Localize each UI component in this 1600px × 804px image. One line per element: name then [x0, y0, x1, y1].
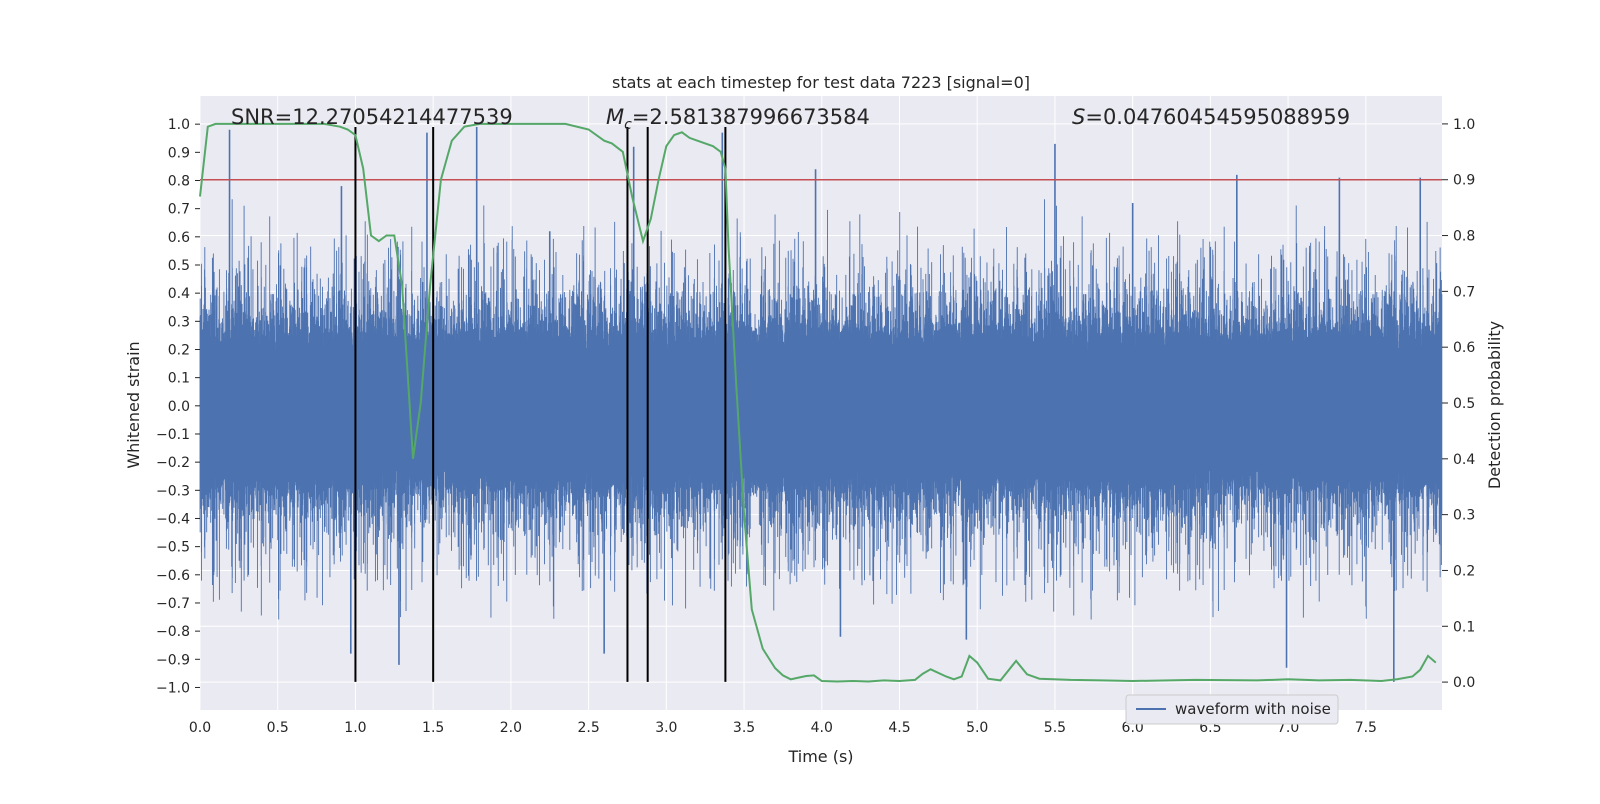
right-tick-label: 0.9 [1453, 173, 1475, 189]
s-annotation: S=0.04760454595088959 [1072, 105, 1350, 129]
left-tick-label: 0.1 [168, 371, 190, 387]
left-tick-label: −0.2 [156, 455, 190, 471]
x-tick-label: 7.5 [1355, 720, 1377, 736]
left-tick-label: −0.9 [156, 652, 190, 668]
left-tick-label: −0.7 [156, 596, 190, 612]
left-tick-label: 0.2 [168, 342, 190, 358]
x-tick-label: 1.5 [422, 720, 444, 736]
chart-svg: 1.0 0.9 0.8 0.7 0.6 0.5 0.4 0.3 0.2 0.1 0.0 −0.1 −0.… [0, 0, 1600, 800]
right-tick-label: 0.2 [1453, 563, 1475, 579]
left-y-axis-ticks: 1.0 0.9 0.8 0.7 0.6 0.5 0.4 0.3 0.2 0.1 0.0 −0.1 −0.… [156, 117, 200, 696]
x-tick-label: 2.5 [577, 720, 599, 736]
x-tick-label: 0.5 [267, 720, 289, 736]
left-tick-label: 1.0 [168, 117, 190, 133]
right-tick-label: 0.7 [1453, 284, 1475, 300]
x-tick-label: 4.0 [811, 720, 833, 736]
x-tick-label: 2.0 [500, 720, 522, 736]
left-tick-label: 0.6 [168, 230, 190, 246]
right-tick-label: 0.3 [1453, 508, 1475, 524]
legend-label: waveform with noise [1175, 700, 1331, 718]
chart-figure: 1.0 0.9 0.8 0.7 0.6 0.5 0.4 0.3 0.2 0.1 0.0 −0.1 −0.… [0, 0, 1600, 800]
s-symbol: S [1072, 105, 1085, 129]
x-tick-label: 3.5 [733, 720, 755, 736]
x-tick-label: 4.5 [888, 720, 910, 736]
left-tick-label: 0.8 [168, 173, 190, 189]
x-tick-label: 3.0 [655, 720, 677, 736]
y2-axis-label: Detection probability [1485, 321, 1504, 489]
chirp-mass-value: =2.581387996673584 [632, 105, 870, 129]
chirp-mass-symbol: M [606, 105, 624, 129]
left-tick-label: −0.6 [156, 568, 190, 584]
chirp-mass-annotation: Mc=2.581387996673584 [606, 105, 870, 133]
left-tick-label: 0.3 [168, 314, 190, 330]
left-tick-label: −0.1 [156, 427, 190, 443]
right-tick-label: 0.0 [1453, 675, 1475, 691]
right-tick-label: 0.1 [1453, 619, 1475, 635]
right-tick-label: 1.0 [1453, 117, 1475, 133]
left-tick-label: 0.9 [168, 145, 190, 161]
left-tick-label: −0.4 [156, 511, 190, 527]
x-tick-label: 5.0 [966, 720, 988, 736]
right-tick-label: 0.5 [1453, 396, 1475, 412]
x-tick-label: 5.5 [1044, 720, 1066, 736]
right-tick-label: 0.4 [1453, 452, 1475, 468]
right-tick-label: 0.6 [1453, 340, 1475, 356]
chart-title: stats at each timestep for test data 722… [612, 73, 1030, 92]
x-tick-label: 1.0 [344, 720, 366, 736]
left-tick-label: 0.4 [168, 286, 190, 302]
left-tick-label: 0.7 [168, 202, 190, 218]
s-value: =0.04760454595088959 [1085, 105, 1350, 129]
left-tick-label: 0.0 [168, 399, 190, 415]
left-tick-label: −0.8 [156, 624, 190, 640]
left-tick-label: −1.0 [156, 680, 190, 696]
right-y-axis-ticks: 1.0 0.9 0.8 0.7 0.6 0.5 0.4 0.3 0.2 0.1 0.0 [1442, 117, 1475, 691]
legend: waveform with noise [1126, 695, 1338, 724]
left-tick-label: −0.3 [156, 483, 190, 499]
y-axis-label: Whitened strain [124, 341, 143, 468]
left-tick-label: −0.5 [156, 540, 190, 556]
snr-annotation: SNR=12.27054214477539 [231, 105, 513, 129]
left-tick-label: 0.5 [168, 258, 190, 274]
x-axis-label: Time (s) [787, 747, 853, 766]
x-tick-label: 0.0 [189, 720, 211, 736]
right-tick-label: 0.8 [1453, 229, 1475, 245]
